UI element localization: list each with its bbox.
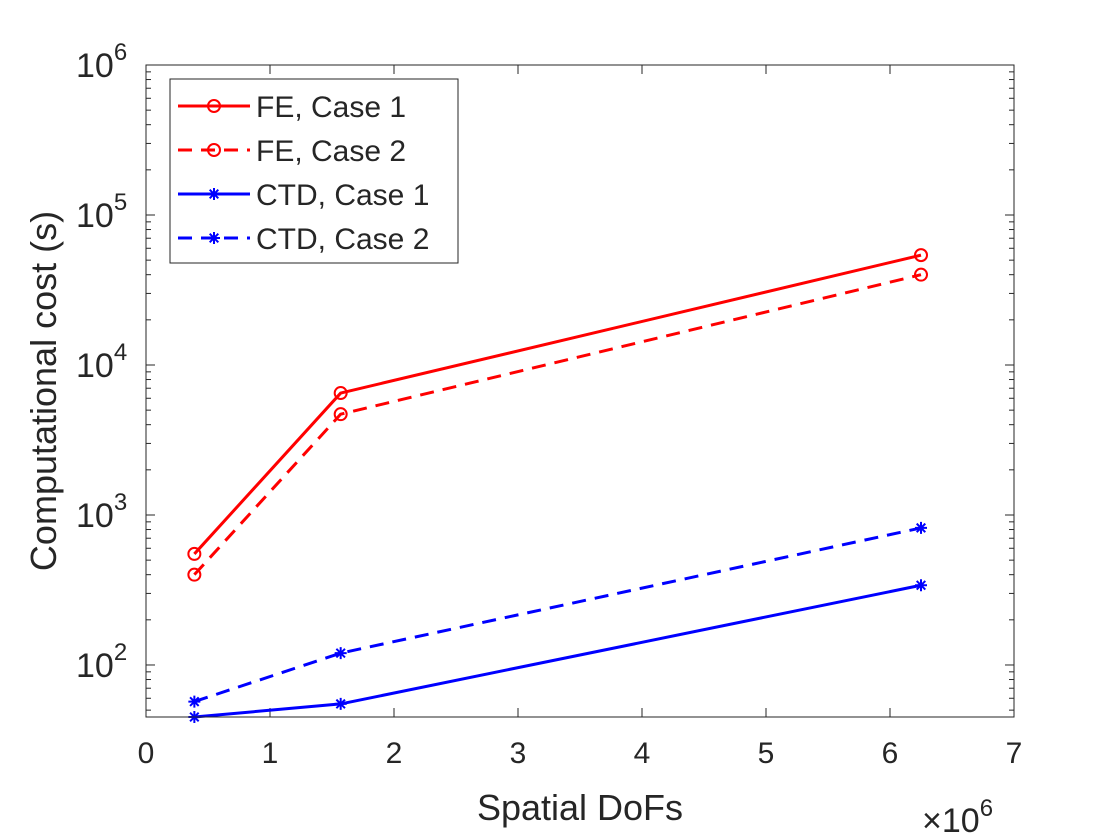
x-tick-label: 1	[262, 737, 279, 770]
y-tick-label-exponent: 6	[114, 39, 127, 66]
legend-entry: FE, Case 1	[178, 91, 406, 124]
series-layer	[187, 248, 928, 723]
x-tick-label: 4	[634, 737, 651, 770]
x-axis-label: Spatial DoFs	[477, 787, 683, 828]
data-point	[333, 386, 348, 401]
x-tick-label: 7	[1006, 737, 1023, 770]
plot-frame	[145, 64, 1015, 718]
y-tick-label-exponent: 3	[114, 489, 127, 516]
data-point	[915, 521, 927, 534]
legend-marker	[207, 99, 221, 113]
x-axis-multiplier-exponent: 6	[980, 795, 993, 822]
x-axis-multiplier-base: ×10	[922, 802, 980, 840]
y-tick-label: 106	[76, 39, 127, 85]
legend-entry: FE, Case 2	[178, 135, 406, 168]
y-tick-label-exponent: 4	[114, 339, 127, 366]
series-2	[187, 267, 928, 582]
series-line	[193, 273, 922, 576]
series-line	[193, 253, 922, 555]
y-tick-label-exponent: 5	[114, 189, 127, 216]
legend-marker	[208, 188, 220, 200]
y-tick-label-exponent: 2	[114, 639, 127, 666]
data-point	[334, 697, 347, 710]
legend: FE, Case 1 FE, Case 2 CTD, Case 1 CTD, Case…	[169, 78, 459, 264]
x-tick-label: 3	[510, 737, 527, 770]
data-point	[334, 647, 347, 660]
x-tick-label: 5	[758, 737, 775, 770]
y-tick-label: 104	[76, 339, 127, 385]
y-tick-label: 105	[76, 189, 127, 235]
data-point	[914, 248, 928, 263]
series-1	[187, 248, 928, 561]
data-point	[333, 407, 348, 422]
data-point	[915, 579, 927, 592]
legend-label: FE, Case 1	[256, 91, 406, 124]
y-tick-label-base: 10	[76, 497, 114, 535]
x-tick-label: 2	[386, 737, 403, 770]
y-tick-label-base: 10	[76, 47, 114, 85]
legend-label: CTD, Case 2	[256, 223, 429, 256]
x-axis-multiplier: ×106	[922, 795, 993, 840]
y-tick-label: 103	[76, 489, 127, 535]
legend-marker	[207, 143, 221, 157]
y-tick-label: 102	[76, 639, 127, 685]
y-axis-label: Computational cost (s)	[23, 211, 64, 571]
y-tick-label-base: 10	[76, 197, 114, 235]
data-point	[187, 567, 202, 582]
series-4	[188, 521, 927, 708]
legend-marker	[208, 232, 220, 244]
data-point	[188, 695, 201, 708]
y-tick-label-base: 10	[76, 647, 114, 685]
data-point	[187, 546, 202, 561]
legend-label: CTD, Case 1	[256, 179, 429, 212]
legend-entry: CTD, Case 2	[178, 223, 429, 256]
legend-label: FE, Case 2	[256, 135, 406, 168]
y-tick-label-base: 10	[76, 347, 114, 385]
data-point	[914, 267, 928, 282]
x-tick-label: 0	[138, 737, 155, 770]
x-tick-label: 6	[882, 737, 899, 770]
series-line	[193, 526, 922, 704]
legend-entry: CTD, Case 1	[178, 179, 429, 212]
